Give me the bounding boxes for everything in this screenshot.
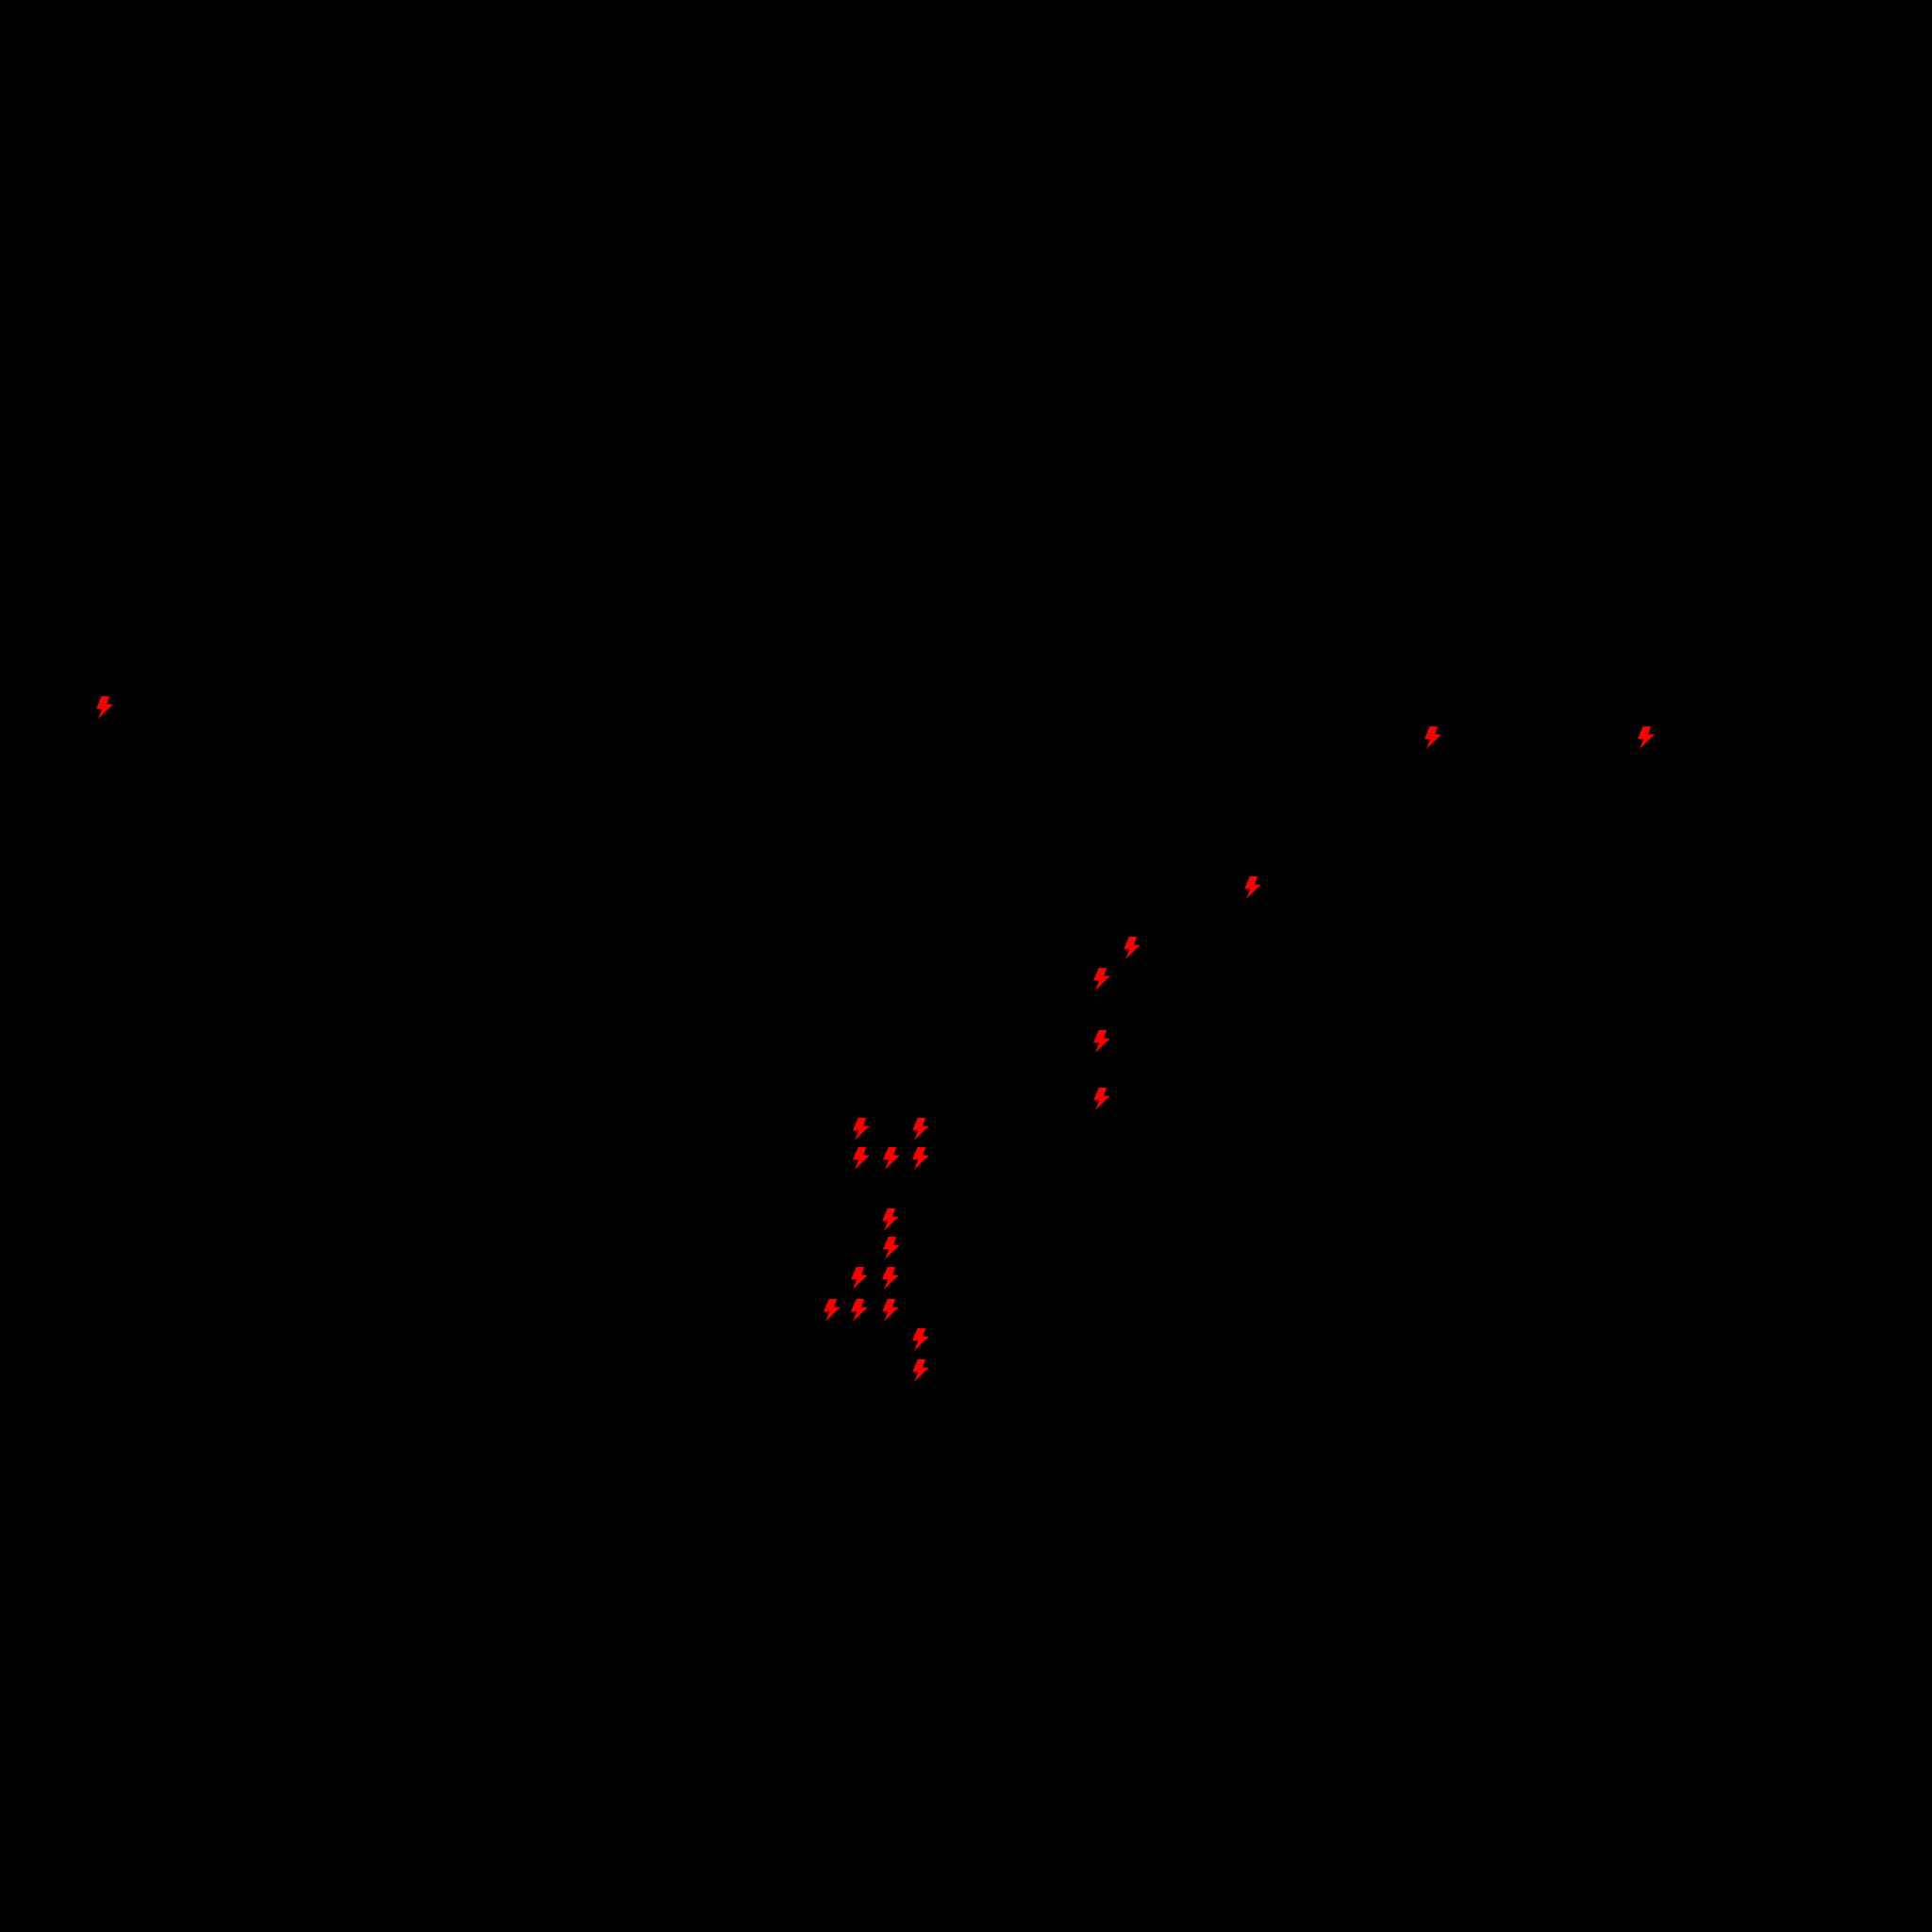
lightning-bolt-icon	[883, 1237, 900, 1259]
lightning-bolt-icon	[1093, 1030, 1110, 1053]
lightning-bolt-icon	[912, 1147, 929, 1170]
lightning-bolt-icon	[824, 1299, 841, 1322]
lightning-bolt-icon	[853, 1147, 870, 1170]
lightning-bolt-icon	[1093, 1088, 1110, 1110]
lightning-bolt-icon	[882, 1299, 899, 1322]
lightning-bolt-icon	[882, 1208, 899, 1231]
lightning-bolt-icon	[1638, 726, 1655, 749]
lightning-bolt-icon	[1124, 937, 1141, 959]
lightning-bolt-icon	[883, 1147, 900, 1170]
lightning-bolt-icon	[1093, 968, 1110, 991]
lightning-bolt-icon	[853, 1118, 870, 1141]
lightning-bolt-icon	[1424, 726, 1441, 749]
lightning-bolt-icon	[851, 1267, 868, 1290]
lightning-bolt-icon	[882, 1267, 899, 1290]
lightning-bolt-icon	[96, 696, 113, 719]
lightning-bolt-icon	[851, 1299, 868, 1322]
lightning-bolt-icon	[912, 1328, 929, 1351]
lightning-bolt-icon	[912, 1359, 929, 1382]
lightning-bolt-icon	[1244, 876, 1261, 899]
lightning-bolt-icon	[912, 1118, 929, 1141]
